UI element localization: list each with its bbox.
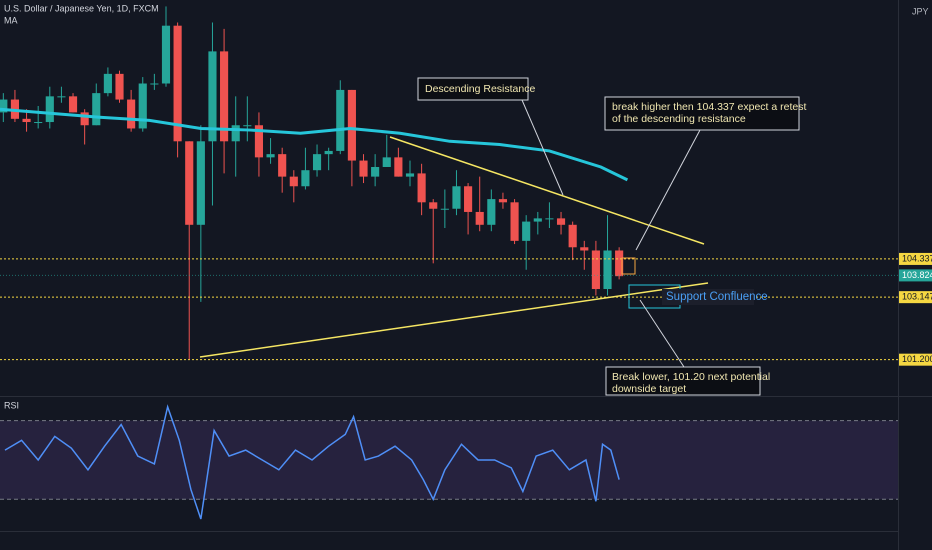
level-tag <box>899 252 932 265</box>
candle-body <box>475 211 484 225</box>
level-tag <box>899 353 932 366</box>
candle-body <box>568 224 577 248</box>
plot-layer <box>0 6 898 520</box>
tag-layer: 104.337 103.147 101.200 103.824 <box>899 252 932 366</box>
resistance-trendline <box>389 136 705 245</box>
retest-zone <box>621 257 636 275</box>
candle-body <box>208 51 217 142</box>
candle-body <box>545 218 554 220</box>
candle-body <box>603 250 612 290</box>
candle-body <box>533 218 542 222</box>
candle-body <box>394 157 403 177</box>
annotation-box <box>604 96 800 131</box>
candle-body <box>161 25 171 84</box>
candle-body <box>45 96 54 123</box>
candle-body <box>359 160 368 177</box>
annotation-box <box>662 289 754 305</box>
candle-body <box>266 154 275 158</box>
rsi-band <box>0 420 898 500</box>
candle-body <box>196 141 205 225</box>
candle-body <box>591 250 600 290</box>
indicator-label: RSI <box>4 400 19 410</box>
annotation: break higher then 104.337 expect a retes… <box>612 101 806 113</box>
candle-body <box>487 199 496 225</box>
candle-body <box>464 186 473 212</box>
candle-body <box>522 221 531 241</box>
candle-body <box>68 96 78 113</box>
last-price-tag <box>899 269 932 282</box>
indicator-label: MA <box>4 15 18 25</box>
candle-body <box>115 73 124 100</box>
candle-body <box>220 51 229 142</box>
candle-body <box>278 154 287 177</box>
candle-body <box>185 141 194 225</box>
candle-body <box>324 150 333 155</box>
candle-body <box>336 89 345 151</box>
annotation: Support Confluence <box>666 291 768 303</box>
candle-body <box>150 83 159 85</box>
candle-body <box>0 99 8 113</box>
candle-body <box>57 96 66 98</box>
level-label: 104.337 <box>902 253 932 263</box>
candle-body <box>556 218 566 225</box>
candle-body <box>173 25 182 142</box>
annotation-box <box>605 366 761 396</box>
candle-body <box>498 199 508 203</box>
currency-label: JPY <box>912 6 929 16</box>
annotation: Break lower, 101.20 next potential <box>612 371 770 383</box>
candle-body <box>312 154 322 171</box>
candle-body <box>103 73 112 94</box>
rsi-line <box>4 404 620 520</box>
moving-average <box>0 107 629 182</box>
arrow <box>639 299 685 368</box>
candle-body <box>382 157 391 167</box>
candle-body <box>371 166 380 177</box>
candle-body <box>405 173 415 177</box>
candle-body <box>417 173 426 203</box>
candle-body <box>92 93 101 126</box>
candle-body <box>347 89 356 161</box>
arrow <box>635 129 701 251</box>
annotation: downside target <box>612 383 686 395</box>
candle-body <box>80 112 89 126</box>
annotation-box <box>417 77 529 101</box>
candle-body <box>510 202 519 241</box>
candle-body <box>138 83 147 129</box>
last-price-label: 103.824 <box>902 270 932 280</box>
candle-body <box>254 125 264 158</box>
candle-body <box>429 202 438 209</box>
candle-body <box>231 125 240 142</box>
candle-body <box>580 247 589 251</box>
candle-body <box>34 122 43 124</box>
level-label: 101.200 <box>902 354 932 364</box>
candle-body <box>301 170 310 187</box>
candle-body <box>127 99 136 129</box>
candle-body <box>452 186 461 209</box>
annotation: Descending Resistance <box>425 83 535 95</box>
support-trendline <box>199 282 709 358</box>
annotation: of the descending resistance <box>612 113 746 125</box>
arrow <box>521 99 564 196</box>
candle-body <box>440 208 449 210</box>
candle-body <box>289 176 298 187</box>
level-label: 103.147 <box>902 292 932 302</box>
candle-body <box>243 125 252 127</box>
candle-body <box>22 118 31 123</box>
level-tag <box>899 291 932 304</box>
candle-body <box>615 250 624 277</box>
symbol-title: U.S. Dollar / Japanese Yen, 1D, FXCM <box>4 3 159 13</box>
